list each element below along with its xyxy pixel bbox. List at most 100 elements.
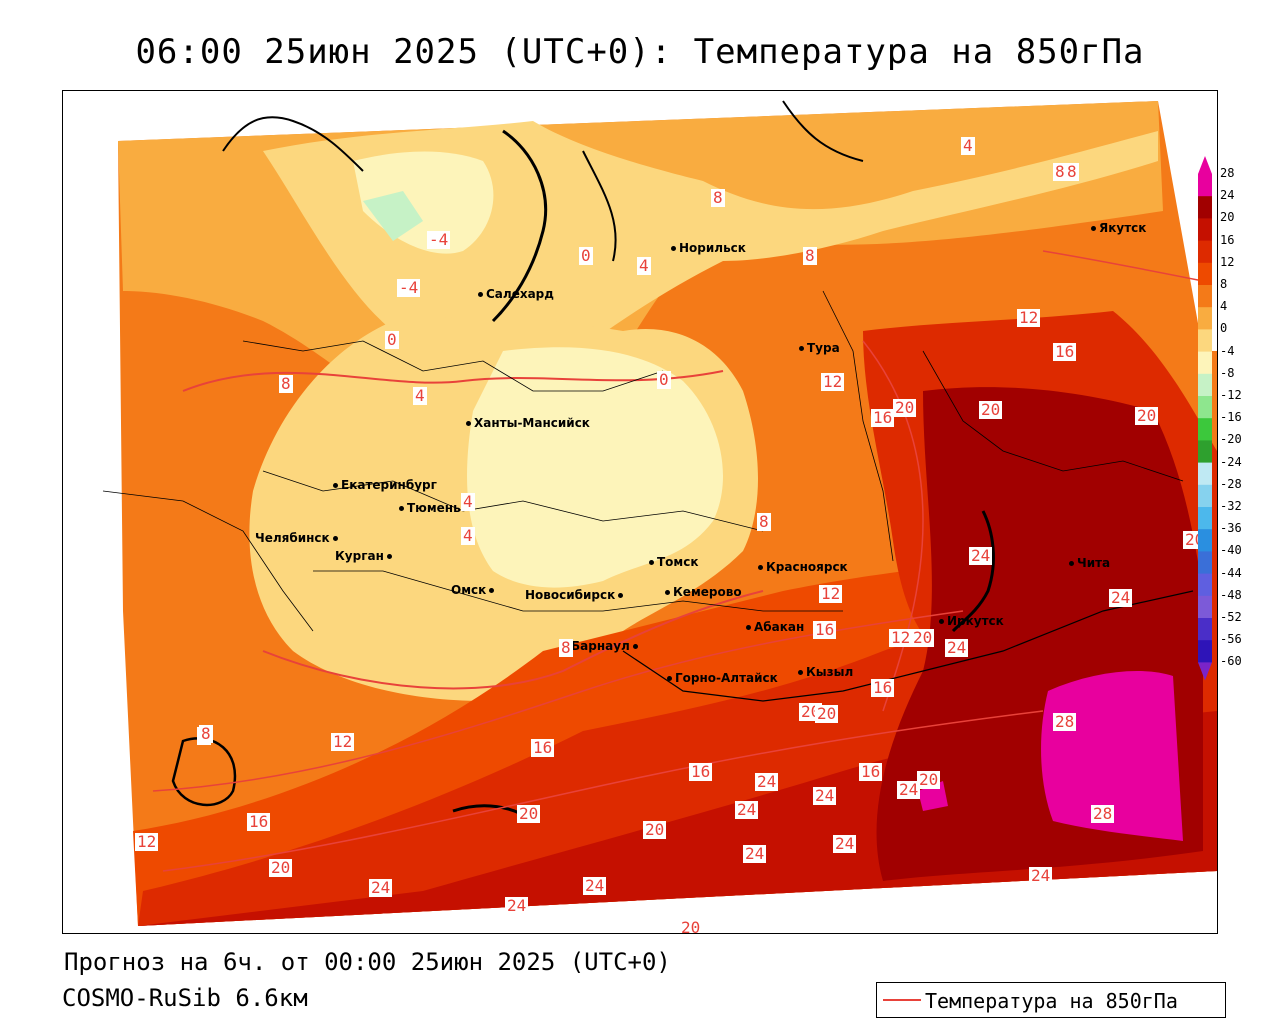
colorbar-tick-label: -48 [1220,587,1242,602]
contour-label: 8 [757,512,771,531]
contour-label: 16 [1053,342,1077,361]
contour-label: 24 [1109,588,1133,607]
colorbar-segment [1198,196,1212,219]
city-dot-icon [665,590,670,595]
city-kemerovo: Кемерово [665,585,742,599]
contour-label: 16 [531,738,555,757]
city-dot-icon [671,246,676,251]
contour-label: 12 [135,832,159,851]
colorbar-segment [1198,573,1212,597]
contour-label: 20 [917,770,941,789]
contour-label: 16 [871,678,895,697]
city-tomsk: Томск [649,555,699,569]
contour-label: -4 [427,230,451,249]
colorbar-segment [1198,507,1212,530]
colorbar-top-arrow [1198,156,1212,174]
city-gorno-altaysk: Горно-Алтайск [667,671,778,685]
city-chelyabinsk: Челябинск [255,531,341,545]
city-yakutsk: Якутск [1091,221,1146,235]
contour-label: 24 [583,876,607,895]
colorbar-tick-label: 24 [1220,188,1235,203]
city-abakan: Абакан [746,620,804,634]
contour-label: 4 [461,526,475,545]
colorbar-segment [1198,618,1212,641]
colorbar-segment [1198,218,1212,242]
contour-label: 20 [269,858,293,877]
city-kyzyl: Кызыл [798,665,853,679]
city-chita: Чита [1069,556,1110,570]
city-salekhard: Салехард [478,287,554,301]
city-dot-icon [618,593,624,598]
colorbar-tick-label: -24 [1220,454,1242,469]
city-dot-icon [466,421,471,426]
forecast-caption: Прогноз на 6ч. от 00:00 25июн 2025 (UTC+… [64,948,671,976]
colorbar-tick-label: -52 [1220,610,1242,624]
contour-label: 4 [637,256,651,275]
contour-label: 20 [679,919,703,933]
contour-label: 16 [813,620,837,639]
contour-label: 4 [413,386,427,405]
contour-label: 16 [247,812,271,831]
colorbar-tick-label: -20 [1220,432,1242,447]
city-kurgan: Курган [335,549,395,563]
contour-label: 8 [199,724,213,743]
city-tura: Тура [799,341,840,355]
contour-label: 24 [735,800,759,819]
contour-label: 24 [969,546,993,565]
city-dot-icon [333,483,338,488]
colorbar-scale [1198,156,1212,681]
contour-label: 24 [369,878,393,897]
city-dot-icon [758,565,763,570]
city-omsk: Омск [451,583,497,597]
contour-label: 0 [385,330,399,349]
contour-label: 24 [833,834,857,853]
colorbar-tick-label: -8 [1220,365,1235,380]
temperature-map [63,91,1217,933]
city-dot-icon [746,625,751,630]
contour-label: 8 [711,188,725,207]
colorbar-tick-label: 12 [1220,254,1235,269]
contour-label: 24 [755,772,779,791]
colorbar-tick-label: -16 [1220,410,1242,425]
colorbar-tick-label: -44 [1220,565,1242,580]
colorbar-segment [1198,484,1212,508]
colorbar-tick-label: -36 [1220,521,1242,536]
contour-label: 12 [889,628,913,647]
colorbar-tick-label: 4 [1220,299,1228,314]
city-dot-icon [1091,226,1096,231]
city-dot-icon [798,670,803,675]
contour-label: 24 [813,786,837,805]
city-dot-icon [939,619,944,624]
colorbar-segment [1198,551,1212,575]
map-panel[interactable]: Салехард Норильск Якутск Тура Ханты-Манс… [62,90,1218,934]
colorbar-segment [1198,174,1212,197]
colorbar-segment [1198,418,1212,441]
contour-label: 8 [1053,162,1067,181]
colorbar-tick-label: 0 [1220,321,1228,336]
colorbar-segment [1198,640,1212,663]
colorbar-tick-label: -4 [1220,343,1235,358]
colorbar-tick-label: 8 [1220,277,1228,291]
contour-label: 16 [871,408,895,427]
colorbar-segment [1198,285,1212,308]
colorbar-segment [1198,595,1212,619]
city-yekaterinburg: Екатеринбург [333,478,437,492]
city-dot-icon [399,506,404,511]
colorbar-segment [1198,396,1212,419]
colorbar-segment [1198,262,1212,286]
colorbar-tick-label: -60 [1220,654,1242,669]
legend: Температура на 850гПа [876,982,1226,1018]
contour-label: 20 [643,820,667,839]
model-caption: COSMO-RuSib 6.6км [62,984,308,1012]
legend-label: Температура на 850гПа [925,989,1178,1013]
colorbar-segment [1198,329,1212,353]
page-title: 06:00 25июн 2025 (UTC+0): Температура на… [135,32,1145,72]
city-dot-icon [478,292,483,297]
contour-label: 8 [559,638,573,657]
contour-label: 8 [279,374,293,393]
city-krasnoyarsk: Красноярск [758,560,848,574]
colorbar-segment [1198,529,1212,552]
city-dot-icon [489,588,495,593]
contour-label: 8 [1065,162,1079,181]
city-dot-icon [667,676,672,681]
